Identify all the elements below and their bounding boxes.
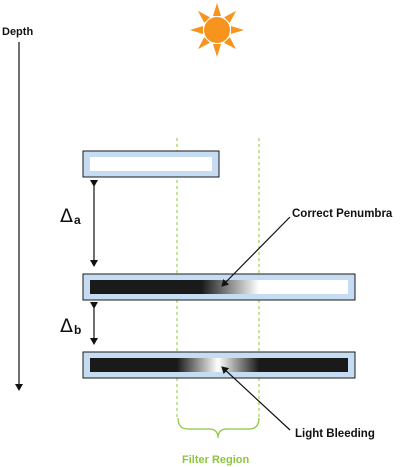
penumbra-pointer-arrow [221, 216, 291, 287]
delta-symbol: Δ [60, 315, 73, 337]
delta-symbol: Δ [60, 205, 73, 227]
sun-icon [190, 3, 244, 57]
light-bleeding-label: Light Bleeding [295, 428, 375, 440]
delta-b-subscript: b [74, 323, 82, 337]
filter-region-brace [177, 417, 260, 439]
delta-b-label: Δb [60, 315, 82, 337]
depth-label: Depth [2, 26, 34, 38]
filter-region-label: Filter Region [182, 454, 250, 466]
receiver-plate-bottom [82, 351, 356, 379]
occluder-plate-top [82, 150, 220, 178]
delta-a-label: Δa [60, 205, 81, 227]
correct-penumbra-label: Correct Penumbra [292, 208, 393, 220]
bleeding-pointer-arrow [221, 366, 291, 431]
delta-a-subscript: a [74, 213, 81, 227]
receiver-plate-middle [82, 273, 356, 301]
